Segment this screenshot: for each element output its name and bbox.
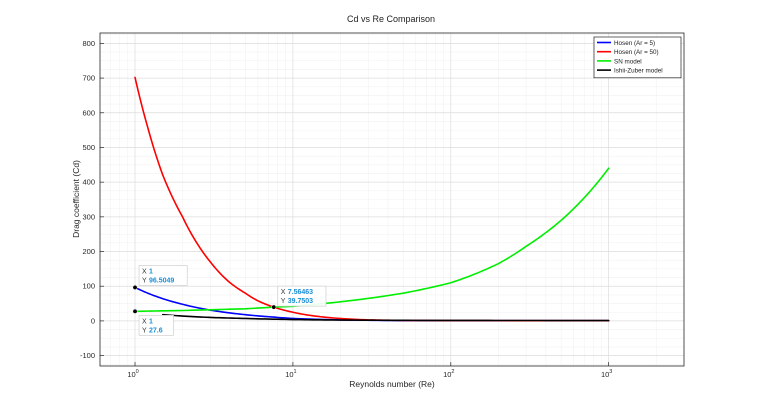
datatip-marker[interactable]: [132, 308, 138, 314]
datatip-x-value: 7.56463: [288, 289, 313, 296]
y-tick-label: -100: [80, 351, 95, 360]
plot-frame: [99, 32, 685, 367]
y-tick-label: 800: [82, 39, 95, 48]
y-tick-label: 100: [82, 282, 95, 291]
datatip[interactable]: X 1Y 96.5049: [132, 265, 188, 290]
y-tick-label: 700: [82, 74, 95, 83]
major-grid: [100, 33, 684, 366]
datatip-x-value: 1: [149, 318, 153, 325]
y-tick-label: 300: [82, 212, 95, 221]
legend-label: Ishii-Zuber model: [614, 68, 663, 75]
y-tick-label: 200: [82, 247, 95, 256]
minor-grid: [99, 33, 684, 366]
x-tick-label: 100: [127, 369, 138, 379]
legend-box: [593, 36, 682, 79]
datatip-box: [138, 314, 174, 336]
legend[interactable]: Hosen (Ar = 5) Hosen (Ar = 50) SN model Ish…: [593, 36, 682, 79]
datatip[interactable]: X 1Y 27.6: [132, 308, 174, 336]
x-tick-label: 103: [601, 369, 612, 379]
datatip-marker[interactable]: [271, 304, 277, 310]
datatip-x-label: X: [142, 268, 147, 275]
datatip-x-label: X: [142, 318, 147, 325]
y-tick-label: 600: [82, 108, 95, 117]
series-line-4: [162, 313, 610, 322]
datatip-y-value: 96.5049: [149, 277, 174, 284]
legend-item[interactable]: Hosen (Ar = 5): [597, 40, 655, 47]
datatip-y-value: 27.6: [149, 327, 163, 334]
datatip-y-label: Y: [142, 327, 147, 334]
legend-label: Hosen (Ar = 5): [614, 40, 655, 47]
x-tick-label: 102: [443, 369, 454, 379]
chart-title: Cd vs Re Comparison: [347, 14, 435, 24]
datatip-y-value: 39.7503: [288, 298, 313, 305]
datatip-x-label: X: [281, 289, 286, 296]
datatip-box: [138, 265, 188, 286]
y-axis: -100 0 100 200 300 400 500 600 700 800: [80, 39, 104, 360]
y-axis-label: Drag coefficient (Cd): [71, 160, 81, 238]
datatip-marker[interactable]: [132, 284, 138, 290]
datatip-y-label: Y: [142, 277, 147, 284]
legend-item[interactable]: SN model: [597, 58, 642, 65]
series-line-3: [134, 167, 610, 313]
datatip-box: [277, 285, 327, 307]
y-tick-label: 400: [82, 178, 95, 187]
y-tick-label: 500: [82, 143, 95, 152]
legend-label: Hosen (Ar = 50): [614, 49, 659, 56]
legend-item[interactable]: Hosen (Ar = 50): [597, 49, 659, 56]
datatip-x-value: 1: [149, 268, 153, 275]
datatip-y-label: Y: [281, 298, 286, 305]
x-axis: 100 101 102 103: [127, 362, 612, 379]
x-axis-label: Reynolds number (Re): [349, 379, 435, 389]
legend-item[interactable]: Ishii-Zuber model: [597, 68, 663, 75]
x-tick-label: 101: [285, 369, 296, 379]
y-tick-label: 0: [91, 316, 95, 325]
legend-label: SN model: [614, 58, 642, 65]
